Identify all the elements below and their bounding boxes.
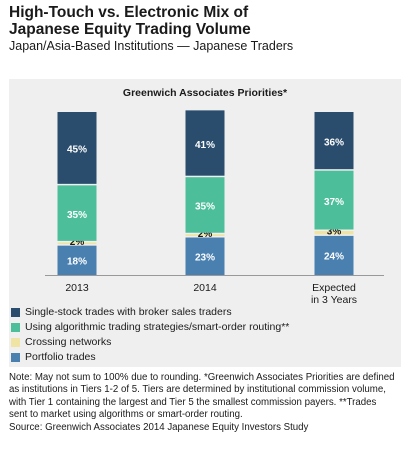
legend-label: Using algorithmic trading strategies/sma… — [25, 321, 290, 333]
data-label-3-1: 41% — [195, 140, 215, 151]
chart-subtitle: Japan/Asia-Based Institutions — Japanese… — [9, 39, 294, 53]
chart-panel: Greenwich Associates Priorities* 18% 2% 35%… — [9, 79, 401, 367]
chart-legend: Single-stock trades with broker sales tr… — [11, 305, 396, 365]
data-label-1-1: 2% — [198, 229, 213, 240]
footnote: Note: May not sum to 100% due to roundin… — [9, 372, 397, 434]
bar-segment-crossing-1 — [185, 234, 225, 237]
data-label-2-2: 37% — [324, 197, 344, 208]
legend-label: Crossing networks — [25, 336, 112, 348]
data-label-3-0: 45% — [67, 145, 87, 156]
legend-item: Using algorithmic trading strategies/sma… — [11, 320, 396, 335]
data-label-0-2: 24% — [324, 251, 344, 262]
bar-segment-crossing-2 — [314, 230, 354, 235]
bar-segment-singlestock-2 — [314, 112, 354, 170]
chart-inner-title: Greenwich Associates Priorities* — [123, 87, 288, 99]
data-label-1-0: 2% — [70, 237, 85, 248]
category-label-2-1: in 3 Years — [311, 294, 357, 305]
bar-segment-portfolio-1 — [185, 237, 225, 275]
legend-item: Single-stock trades with broker sales tr… — [11, 305, 396, 320]
legend-swatch — [11, 323, 20, 332]
legend-swatch — [11, 353, 20, 362]
footnote-source: Source: Greenwich Associates 2014 Japane… — [9, 421, 309, 433]
data-label-0-1: 23% — [195, 252, 215, 263]
category-label-0-0: 2013 — [65, 282, 89, 294]
data-label-2-0: 35% — [67, 210, 87, 221]
title-line-2: Japanese Equity Trading Volume — [9, 21, 251, 38]
data-label-0-0: 18% — [67, 256, 87, 267]
bar-segment-singlestock-1 — [185, 110, 225, 176]
legend-item: Crossing networks — [11, 335, 396, 350]
data-label-3-2: 36% — [324, 137, 344, 148]
data-label-2-1: 35% — [195, 202, 215, 213]
legend-label: Portfolio trades — [25, 351, 96, 363]
bar-segment-using-2 — [314, 170, 354, 230]
data-label-1-2: 3% — [327, 226, 342, 237]
legend-item: Portfolio trades — [11, 350, 396, 365]
bar-segment-using-1 — [185, 177, 225, 233]
bar-segment-crossing-0 — [57, 242, 97, 245]
category-label-1-0: 2014 — [193, 282, 217, 294]
stacked-bar-chart: Greenwich Associates Priorities* 18% 2% 35%… — [45, 87, 384, 305]
footnote-note: Note: May not sum to 100% due to roundin… — [9, 372, 395, 421]
bar-segment-portfolio-0 — [57, 245, 97, 275]
legend-label: Single-stock trades with broker sales tr… — [25, 306, 232, 318]
legend-swatch — [11, 338, 20, 347]
legend-swatch — [11, 308, 20, 317]
chart-title: High-Touch vs. Electronic Mix of Japanes… — [9, 4, 399, 38]
category-label-2-0: Expected — [312, 282, 356, 294]
bar-segment-singlestock-0 — [57, 112, 97, 184]
title-line-1: High-Touch vs. Electronic Mix of — [9, 4, 249, 21]
bar-segment-portfolio-2 — [314, 235, 354, 275]
bar-segment-using-0 — [57, 185, 97, 241]
